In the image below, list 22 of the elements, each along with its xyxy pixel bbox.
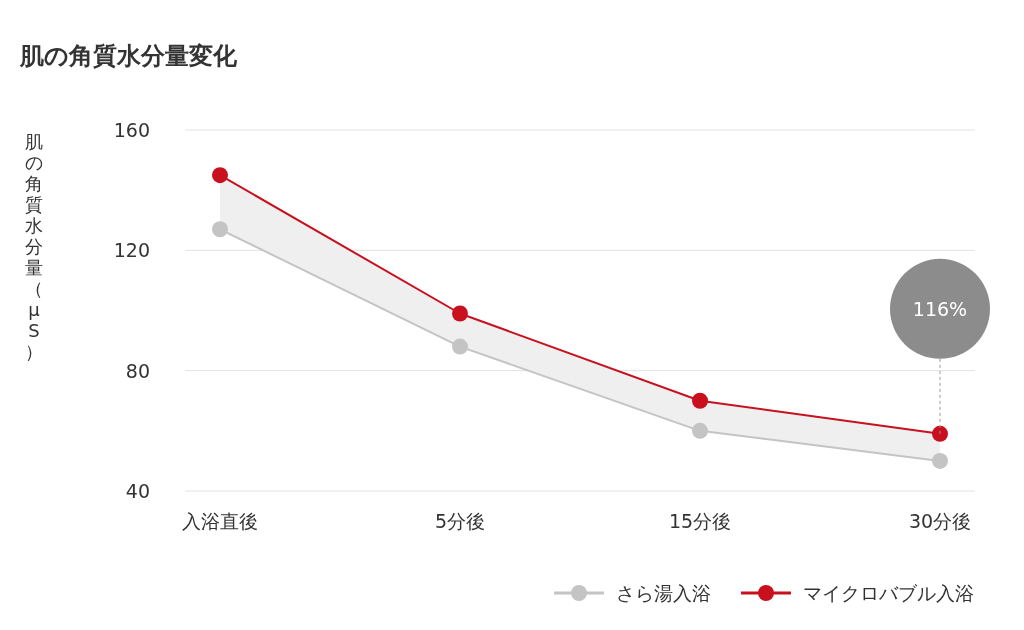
x-tick-label: 5分後 — [434, 510, 486, 532]
y-tick-label: 120 — [113, 239, 150, 262]
annotation-callout: 116% — [890, 258, 990, 435]
x-tick-label: 30分後 — [908, 510, 972, 532]
y-tick-label: 160 — [113, 119, 150, 141]
y-tick-label: 40 — [125, 480, 150, 502]
point — [212, 221, 228, 238]
point — [692, 392, 708, 409]
legend-label: マイクロバブル入浴 — [803, 582, 974, 604]
point — [932, 425, 948, 442]
y-tick-label: 80 — [125, 359, 150, 382]
x-tick-label: 15分後 — [668, 510, 732, 532]
point — [932, 452, 948, 469]
text: 肌の角質水分量（μS） — [25, 131, 43, 362]
point — [452, 338, 468, 355]
chart-title: 肌の角質水分量変化 — [19, 42, 238, 70]
legend-label: さら湯入浴 — [616, 582, 711, 604]
point — [452, 305, 468, 322]
point — [692, 422, 708, 439]
x-tick-label: 入浴直後 — [182, 510, 258, 532]
annotation: 116% — [912, 297, 968, 320]
point — [212, 167, 228, 184]
